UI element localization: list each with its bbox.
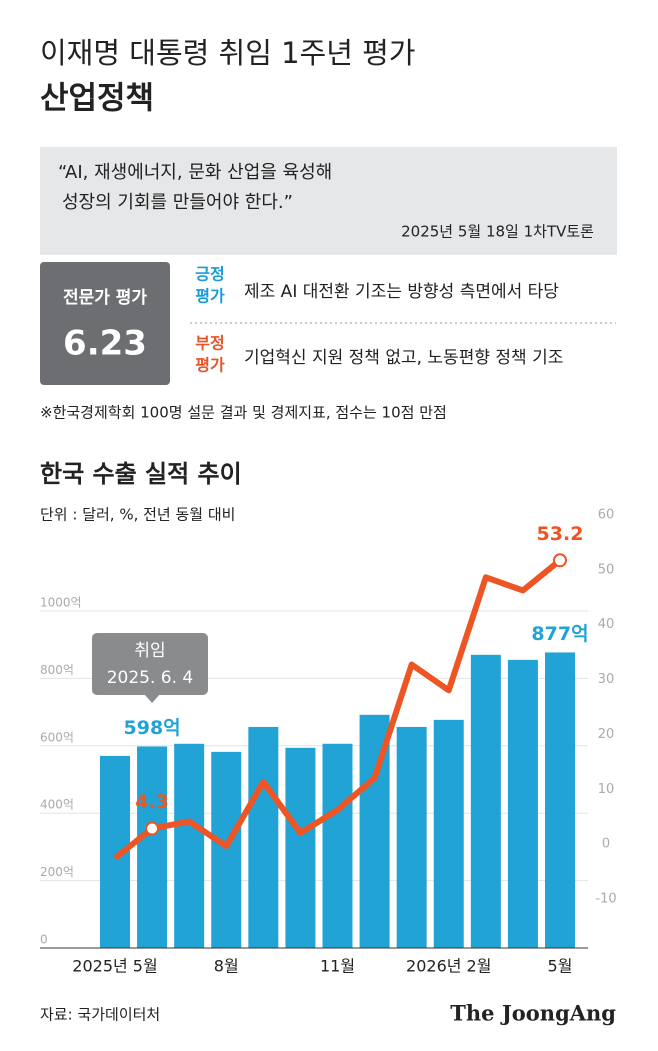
bar-label: 598억 (124, 717, 181, 739)
point (145, 821, 160, 836)
bar (174, 743, 205, 948)
x-tick-label: 2025년 5월 (72, 957, 157, 976)
bar (248, 726, 279, 948)
line (113, 557, 562, 861)
score-label: 전문가 평가 (63, 288, 147, 308)
positive-label: 긍정 (195, 265, 224, 284)
y-tick-label: 600억 (40, 730, 74, 744)
y2-tick-label: 30 (598, 672, 615, 687)
y2-tick-label: 40 (598, 617, 615, 632)
y2-tick-label: -10 (595, 892, 616, 907)
point (553, 553, 567, 568)
score: 6.23 (63, 324, 147, 364)
y2-tick-label: 0 (602, 837, 610, 852)
chart-title: 한국 수출 실적 추이 (40, 460, 242, 488)
annotation-pointer (144, 694, 161, 703)
annotation-text: 2025. 6. 4 (107, 668, 194, 688)
quote-line: 성장의 기회를 만들어야 한다.” (62, 192, 293, 213)
annotation-box (92, 633, 208, 695)
chart-unit: 단위 : 달러, %, 전년 동월 대비 (40, 506, 235, 524)
bar (285, 747, 316, 948)
bar (470, 654, 501, 948)
line-label: 4.3 (135, 791, 169, 813)
positive-label: 평가 (195, 287, 225, 306)
title: 이재명 대통령 취임 1주년 평가 (40, 36, 415, 70)
bar (545, 652, 575, 948)
logo: The JoongAng (450, 1001, 616, 1026)
y2-tick-label: 50 (598, 562, 615, 577)
quote-line: “AI, 재생에너지, 문화 산업을 육성해 (58, 162, 332, 183)
bar (211, 751, 242, 948)
line-label: 53.2 (537, 523, 584, 545)
y-tick-label: 1000억 (40, 596, 82, 610)
x-tick-label: 5월 (548, 957, 573, 976)
y2-tick-label: 10 (598, 782, 615, 797)
source: 자료: 국가데이터처 (40, 1006, 160, 1024)
y-tick-label: 0 (40, 933, 48, 947)
negative-text: 기업혁신 지원 정책 없고, 노동편향 정책 기조 (244, 348, 563, 368)
quote-box (40, 147, 617, 255)
x-tick-label: 8월 (214, 957, 239, 976)
x-tick-label: 11월 (320, 957, 355, 976)
bar (137, 746, 168, 948)
bar (507, 659, 538, 948)
bar (322, 743, 353, 948)
y-tick-label: 200억 (40, 865, 74, 879)
score-box (40, 262, 170, 385)
y-tick-label: 400억 (40, 798, 74, 812)
bar (396, 726, 427, 948)
bar (433, 719, 464, 948)
x-tick-label: 2026년 2월 (406, 957, 491, 976)
footnote: ※한국경제학회 100명 설문 결과 및 경제지표, 점수는 10점 만점 (40, 404, 447, 422)
bar-label: 877억 (531, 623, 588, 645)
annotation-text: 취임 (134, 641, 165, 661)
y2-tick-label: 20 (598, 727, 615, 742)
negative-label: 부정 (195, 334, 224, 353)
y2-tick-label: 60 (598, 508, 615, 523)
quote-source: 2025년 5월 18일 1차TV토론 (401, 223, 594, 241)
subtitle: 산업정책 (40, 81, 154, 117)
negative-label: 평가 (195, 356, 225, 375)
y-tick-label: 800억 (40, 663, 74, 677)
positive-text: 제조 AI 대전환 기조는 방향성 측면에서 타당 (244, 282, 559, 302)
